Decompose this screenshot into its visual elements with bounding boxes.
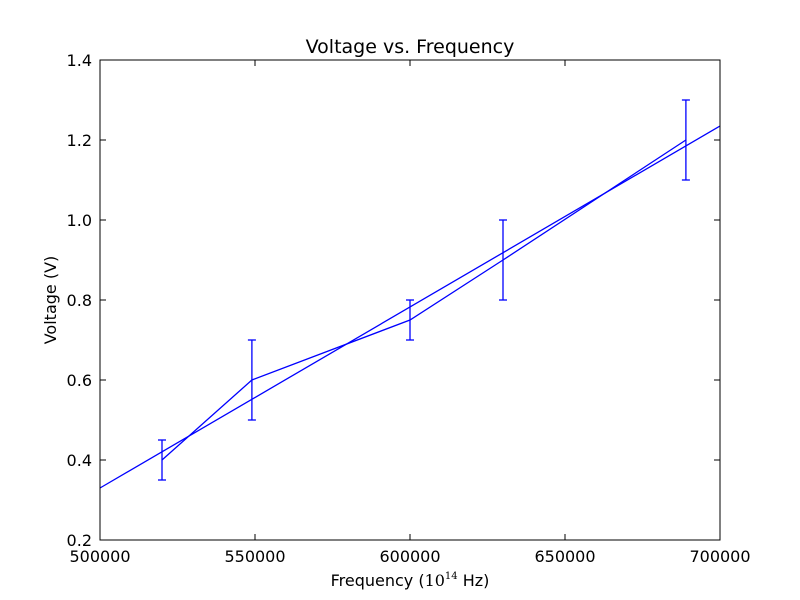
y-tick-label: 0.2 — [67, 531, 92, 550]
y-tick-label: 1.4 — [67, 51, 92, 70]
y-tick-label: 0.4 — [67, 451, 92, 470]
y-tick-label: 0.8 — [67, 291, 92, 310]
y-axis-label: Voltage (V) — [41, 256, 60, 345]
y-axis-ticks: 0.2 0.4 0.6 0.8 1.0 1.2 1.4 — [67, 51, 720, 550]
x-axis-ticks: 500000 550000 600000 650000 700000 — [69, 60, 751, 566]
x-tick-label: 500000 — [69, 547, 130, 566]
x-axis-label-exponent: 14 — [445, 571, 458, 582]
x-axis-label-suffix: Hz) — [458, 571, 490, 590]
y-tick-label: 1.0 — [67, 211, 92, 230]
plot-area — [99, 99, 721, 489]
x-tick-label: 700000 — [689, 547, 750, 566]
x-axis-label-prefix: Frequency ( — [331, 571, 425, 590]
x-tick-label: 550000 — [224, 547, 285, 566]
x-axis-label: Frequency (1014 Hz) — [331, 571, 490, 590]
chart-title: Voltage vs. Frequency — [306, 36, 515, 58]
x-tick-label: 650000 — [534, 547, 595, 566]
x-tick-label: 600000 — [379, 547, 440, 566]
y-tick-label: 0.6 — [67, 371, 92, 390]
y-tick-label: 1.2 — [67, 131, 92, 150]
plot-frame — [99, 59, 721, 541]
x-axis-label-base: 10 — [425, 571, 445, 590]
